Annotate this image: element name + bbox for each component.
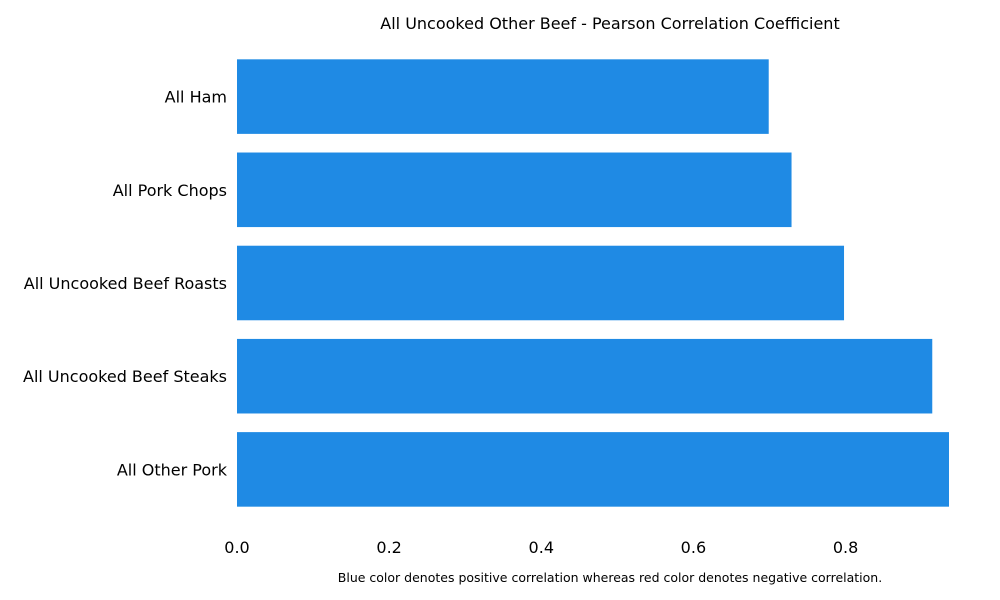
bars-group [237,59,949,507]
category-labels-group: All Ham All Pork Chops All Uncooked Beef R… [23,88,228,480]
bar-all-uncooked-beef-steaks [237,338,933,414]
category-label: All Uncooked Beef Roasts [24,274,227,293]
x-tick-label: 0.0 [224,538,249,557]
x-tick-label: 0.8 [833,538,858,557]
bar-all-ham [237,59,769,134]
bar-all-pork-chops [237,152,792,228]
bar-all-uncooked-beef-roasts [237,245,845,321]
category-label: All Ham [165,88,227,107]
x-tick-label: 0.6 [681,538,706,557]
category-label: All Other Pork [117,460,228,479]
x-tick-label: 0.4 [529,538,554,557]
bar-all-other-pork [237,432,949,507]
x-tick-label: 0.2 [376,538,401,557]
x-tick-labels-group: 0.0 0.2 0.4 0.6 0.8 [224,538,858,557]
category-label: All Uncooked Beef Steaks [23,367,227,386]
chart-title: All Uncooked Other Beef - Pearson Correl… [380,14,839,33]
category-label: All Pork Chops [113,181,227,200]
chart-footnote: Blue color denotes positive correlation … [338,570,882,585]
